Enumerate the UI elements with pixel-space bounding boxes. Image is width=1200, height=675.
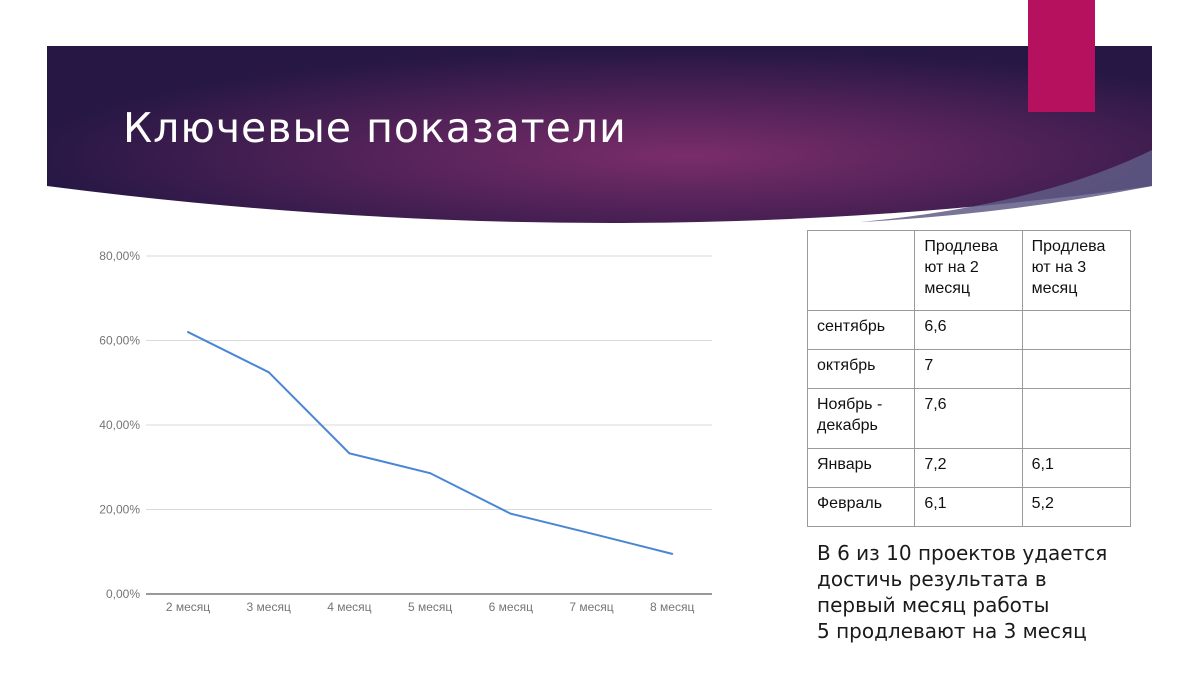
table-cell-month3: 6,1 — [1021, 448, 1132, 488]
table-cell-month3 — [1021, 388, 1132, 449]
table-cell-month2: 6,6 — [914, 310, 1023, 350]
retention-line-chart: 0,00% 20,00% 40,00% 60,00% 80,00% 2 месяц 3 м… — [99, 249, 712, 614]
table-cell-month3 — [1021, 310, 1132, 350]
table-header-cell: Продлева ют на 2 месяц — [914, 230, 1023, 311]
table-header-row: Продлева ют на 2 месяц Продлева ют на 3 месяц — [806, 230, 1132, 311]
table-row-label: октябрь — [806, 349, 916, 389]
data-point — [348, 452, 351, 455]
x-tick-label: 4 месяц — [327, 600, 371, 614]
summary-note: В 6 из 10 проектов удается достичь резул… — [817, 540, 1187, 644]
y-tick-label: 0,00% — [106, 587, 140, 601]
note-line: первый месяц работы — [817, 593, 1050, 617]
data-point — [267, 371, 270, 374]
y-tick-label: 20,00% — [99, 503, 140, 517]
table-row: сентябрь 6,6 — [806, 310, 1132, 350]
table-row: Январь 7,2 6,1 — [806, 448, 1132, 488]
header-banner — [47, 46, 1152, 223]
note-line: В 6 из 10 проектов удается — [817, 541, 1108, 565]
table-cell-month3 — [1021, 349, 1132, 389]
table-row-label: Январь — [806, 448, 916, 488]
table-cell-month2: 7,2 — [914, 448, 1023, 488]
table-header-cell: Продлева ют на 3 месяц — [1021, 230, 1132, 311]
note-line: достичь результата в — [817, 567, 1047, 591]
renewal-table: Продлева ют на 2 месяц Продлева ют на 3 месяц… — [806, 230, 1132, 527]
y-tick-label: 40,00% — [99, 418, 140, 432]
table-row-label: сентябрь — [806, 310, 916, 350]
x-tick-label: 5 месяц — [408, 600, 452, 614]
chart-series — [187, 331, 674, 555]
data-point — [590, 532, 593, 535]
table-cell-month2: 7 — [914, 349, 1023, 389]
x-tick-label: 8 месяц — [650, 600, 694, 614]
x-tick-label: 7 месяц — [569, 600, 613, 614]
data-point — [509, 512, 512, 515]
x-tick-label: 6 месяц — [489, 600, 533, 614]
table-cell-month2: 6,1 — [914, 487, 1023, 527]
y-tick-label: 60,00% — [99, 334, 140, 348]
y-tick-label: 80,00% — [99, 249, 140, 263]
table-corner-cell — [806, 230, 916, 311]
table-row-label: Ноябрь - декабрь — [806, 388, 916, 449]
table-cell-month2: 7,6 — [914, 388, 1023, 449]
chart-x-labels: 2 месяц 3 месяц 4 месяц 5 месяц 6 месяц 7 мес… — [166, 600, 695, 614]
chart-gridlines — [146, 255, 712, 595]
series-line — [187, 331, 673, 555]
chart-y-ticks: 0,00% 20,00% 40,00% 60,00% 80,00% — [99, 249, 140, 601]
table-row-label: Февраль — [806, 487, 916, 527]
data-point — [671, 552, 674, 555]
data-point — [429, 472, 432, 475]
table-row: Ноябрь - декабрь 7,6 — [806, 388, 1132, 449]
table-row: Февраль 6,1 5,2 — [806, 487, 1132, 527]
accent-bar — [1028, 0, 1095, 112]
slide-title: Ключевые показатели — [123, 104, 627, 152]
table-cell-month3: 5,2 — [1021, 487, 1132, 527]
x-tick-label: 2 месяц — [166, 600, 210, 614]
note-line: 5 продлевают на 3 месяц — [817, 619, 1087, 643]
data-point — [187, 331, 189, 334]
table-row: октябрь 7 — [806, 349, 1132, 389]
x-tick-label: 3 месяц — [247, 600, 291, 614]
